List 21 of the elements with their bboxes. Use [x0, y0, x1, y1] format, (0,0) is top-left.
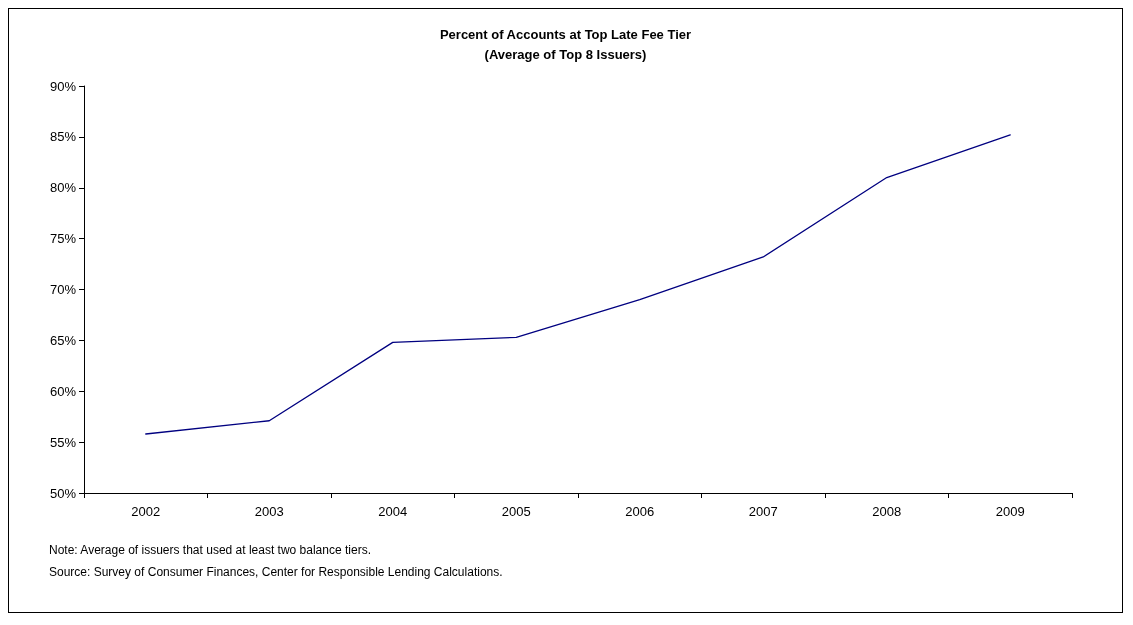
- x-tick-label: 2007: [748, 504, 778, 519]
- source-note: Source: Survey of Consumer Finances, Center for Responsible Lending Calculations.: [49, 565, 503, 579]
- y-tick-label: 75%: [49, 231, 77, 247]
- x-tick-label: 2009: [995, 504, 1025, 519]
- x-tick-label: 2006: [625, 504, 655, 519]
- y-tick-label: 90%: [49, 78, 77, 94]
- y-tick-label: 85%: [49, 129, 77, 145]
- text: Note: Average of issuers that used at least two balance tiers.: [49, 543, 371, 557]
- y-tick-label: 80%: [49, 180, 77, 196]
- x-tick-label: 2008: [872, 504, 902, 519]
- x-tick-label: 2004: [378, 504, 408, 519]
- y-tick-label: 65%: [49, 332, 77, 348]
- chart-title: Percent of Accounts at Top Late Fee Tier (Average of Top 8 Issuers): [439, 26, 692, 62]
- x-tick-label: 2002: [131, 504, 161, 519]
- y-tick-label: 50%: [49, 485, 77, 501]
- y-tick-label: 70%: [49, 282, 77, 297]
- x-tick-label: 2005: [501, 504, 531, 519]
- line-series: [145, 134, 1011, 435]
- x-tick-label: 2003: [254, 504, 284, 519]
- y-tick-label: 55%: [49, 434, 77, 450]
- y-tick-label: 60%: [49, 383, 77, 399]
